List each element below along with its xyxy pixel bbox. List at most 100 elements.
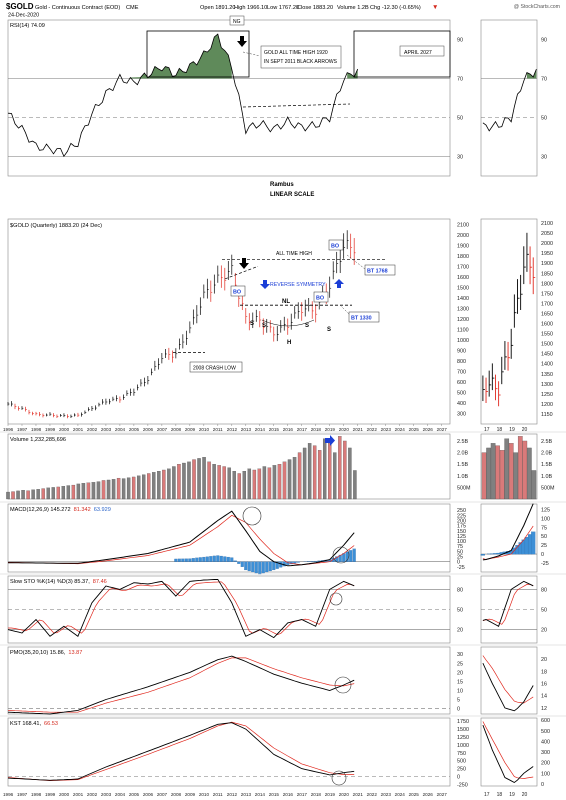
volume-bar [101,480,106,500]
volume-bar [192,459,196,500]
volume-bar [227,467,231,500]
price-inset-x-label: 19 [509,427,515,433]
pmo-inset-tick-label: 20 [541,657,547,663]
price-tick-label: 800 [457,359,466,365]
macd-line-value: MACD(12,26,9) 145.272 [10,507,71,513]
macd-tick-label: 225 [457,513,466,519]
macd-histogram-bar [209,556,213,562]
volume-bar [277,464,282,500]
head-shoulders-label: S [327,327,331,333]
sto-k-value: Slow STO %K(14) %D(3) 85.37, [10,579,90,585]
price-x-tick-label: 2000 [59,427,70,432]
volume-bar [287,459,292,500]
crash-low-label: 2008 CRASH LOW [193,366,236,372]
bottom-x-tick-label: 2000 [59,792,70,797]
head-shoulders-label: S [250,321,254,327]
volume-inset-bar [513,452,519,500]
volume-bar [353,470,357,500]
volume-bar [121,478,126,500]
bottom-x-tick-label: 2023 [381,792,392,797]
volume-inset-tick-label: 1.5B [541,462,552,468]
volume-bar [86,482,91,500]
macd-inset-tick-label: 25 [541,543,547,549]
price-x-tick-label: 2013 [241,427,252,432]
kst-tick-label: 500 [457,759,466,765]
volume-inset-bar [495,445,500,500]
volume-bar [126,477,131,500]
rambus-label: Rambus [270,182,294,188]
volume-tick-label: 2.5B [457,439,468,445]
macd-histogram-bar [195,557,199,562]
kst-tick-label: 1000 [457,743,469,749]
price-x-tick-label: 2002 [87,427,98,432]
volume-bar [111,479,116,500]
price-x-tick-label: 2004 [115,427,126,432]
volume-bar [106,479,111,500]
rsi-line [7,33,359,158]
bottom-x-tick-label: 1998 [31,792,42,797]
price-x-tick-label: 2021 [353,427,364,432]
price-inset-x-label: 17 [484,427,490,433]
volume-bar [46,487,50,500]
low-value: Low 1767.20 [267,5,299,11]
macd-tick-label: 50 [457,549,463,555]
volume-inset-tick-label: 2.0B [541,451,552,457]
macd-histogram-bar [177,558,181,562]
macd-inset-tick-label: 75 [541,525,547,531]
close-value: Close 1883.20 [297,5,333,11]
macd-histogram-bar [226,556,230,562]
price-inset-tick-label: 1150 [541,412,553,418]
price-tick-label: 1800 [457,254,469,260]
macd-histogram-bar [338,554,342,562]
volume-bar [267,467,272,500]
macd-tick-label: 175 [457,524,466,530]
macd-line [7,510,355,567]
volume-bar [172,466,176,500]
price-tick-label: 1300 [457,306,469,312]
macd-histogram-bar [223,556,227,562]
bottom-x-tick-label: 2018 [311,792,322,797]
price-x-tick-label: 2019 [325,427,336,432]
volume-bar [217,465,221,500]
rsi-topping-box [146,30,250,78]
bottom-x-tick-label: 2014 [255,792,266,797]
pmo-inset-signal-line [482,655,534,704]
price-tick-label: 2100 [457,222,469,228]
kst-tick-label: -250 [457,782,468,788]
macd-bottom-circle [332,546,350,564]
bottom-x-tick-label: 2008 [171,792,182,797]
volume-inset-bar [481,452,487,500]
volume-bar [297,452,302,500]
pmo-inset-tick-label: 16 [541,682,547,688]
macd-tick-label: 75 [457,544,463,550]
kst-tick-label: 0 [457,775,460,781]
bottom-x-tick-label: 2016 [283,792,294,797]
high-value: High 1966.10 [234,5,267,11]
kst-inset-tick-label: 400 [541,739,550,745]
macd-histogram-bar [188,558,192,562]
price-tick-label: 1000 [457,338,469,344]
volume-label: Volume 1,232,285,696 [10,437,66,443]
ng-callout-box [229,15,245,26]
macd-histogram-bar [251,561,255,573]
macd-inset-tick-label: 100 [541,516,550,522]
volume-bar [182,462,186,500]
pmo-inset-frame [480,646,538,715]
price-inset-tick-label: 1650 [541,311,553,317]
volume-bar [292,457,297,500]
kst-tick-label: 750 [457,751,466,757]
price-x-tick-label: 2026 [423,427,434,432]
macd-histogram-bar [314,560,318,562]
bottom-x-tick-label: 1997 [17,792,28,797]
sto-inset-k-line [482,580,534,627]
bottom-x-tick-label: 2007 [157,792,168,797]
rsi-tick-label: 50 [457,116,463,122]
sto-tick-label: 80 [457,587,463,593]
bo-2019-label: BO [316,296,324,302]
bt-1330-box [348,311,380,323]
pmo-inset-tick-label: 12 [541,706,547,712]
volume-bar [61,486,66,500]
macd-histogram-bar [198,557,202,562]
price-x-tick-label: 2012 [227,427,238,432]
pmo-tick-label: 30 [457,652,463,658]
